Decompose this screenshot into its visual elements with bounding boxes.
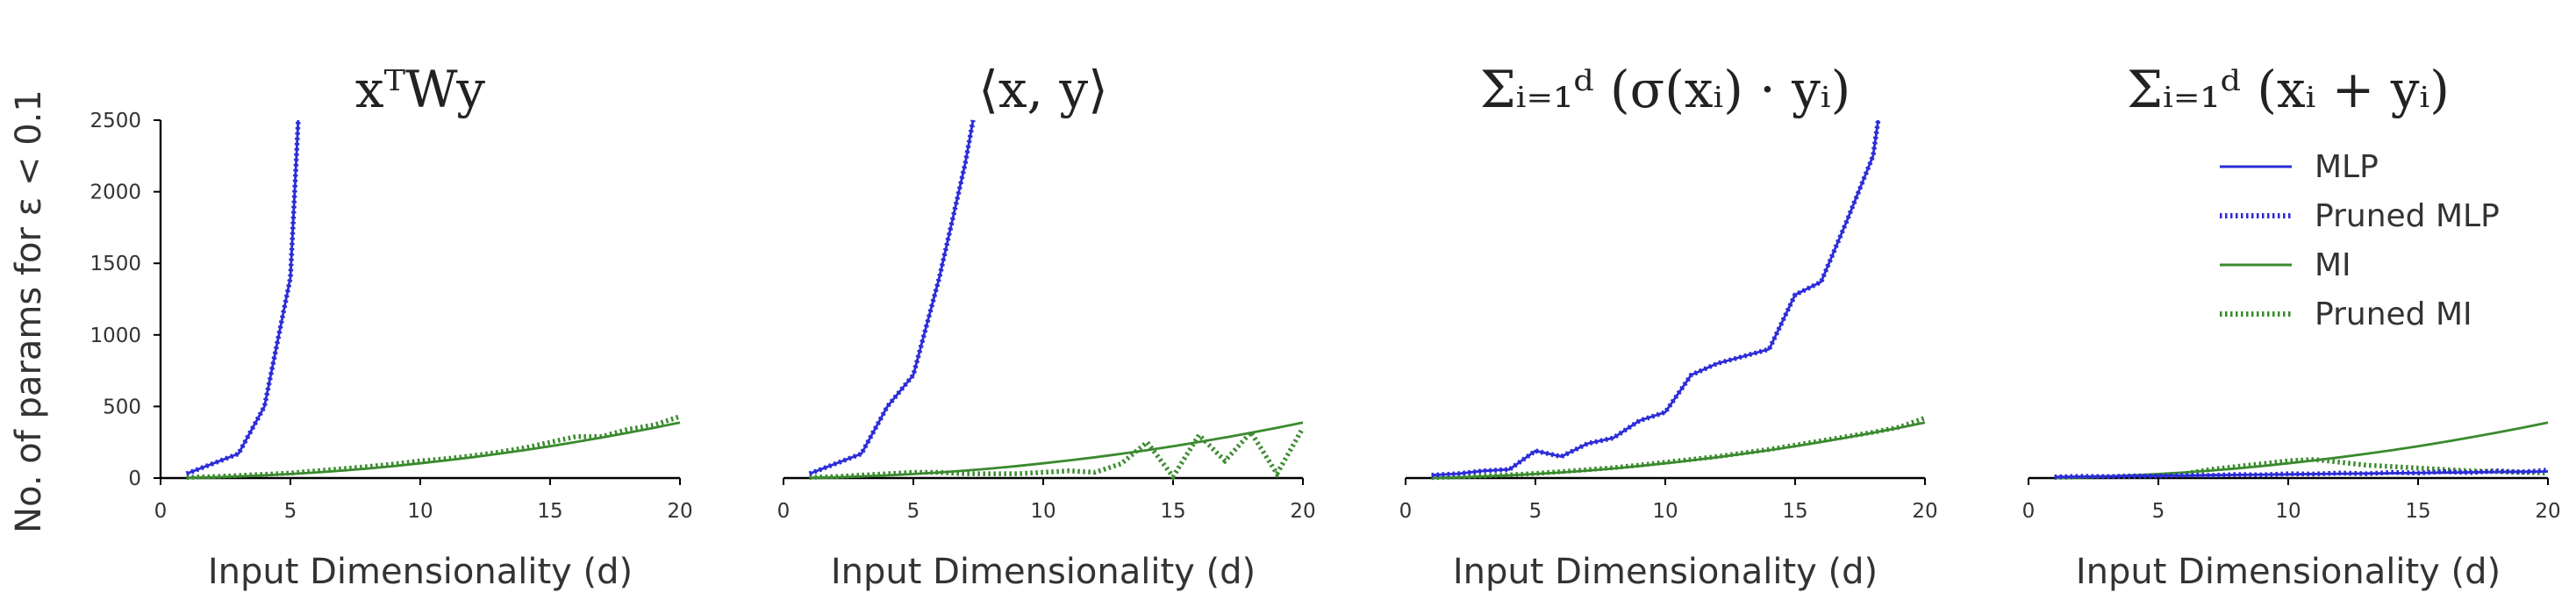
x-tick-label: 15 — [537, 500, 562, 523]
panel-2: ⟨x, y⟩ 0 5 10 15 20 Input Dimensionality (d) — [777, 60, 1316, 592]
y-tick-label: 0 — [128, 468, 141, 490]
panel-3: Σᵢ₌₁ᵈ (σ(xᵢ) · yᵢ) 0 5 10 15 20 Input Dimensio… — [1399, 60, 1938, 592]
y-tick-label: 2000 — [89, 182, 141, 204]
series-pruned-mlp — [808, 119, 976, 476]
series-mlp — [1431, 119, 1880, 477]
x-tick-label: 5 — [907, 500, 920, 523]
x-tick-label: 15 — [1782, 500, 1807, 523]
x-tick-label: 0 — [777, 500, 791, 523]
series-pruned-mlp — [185, 119, 301, 476]
y-tick-label: 1500 — [89, 253, 141, 275]
panel-title: ⟨x, y⟩ — [978, 60, 1108, 119]
panel-1: xᵀWy 0 5 10 15 20 0 500 1000 1500 2000 2500 Input Di… — [89, 60, 692, 592]
x-tick-label: 0 — [154, 500, 168, 523]
series-mi — [809, 421, 1304, 480]
x-tick-label: 5 — [2152, 500, 2165, 523]
x-axis-label: Input Dimensionality (d) — [2076, 552, 2501, 592]
legend-label: Pruned MLP — [2315, 198, 2500, 234]
legend-label: MI — [2315, 247, 2351, 283]
series-pruned-mi — [186, 414, 681, 480]
x-tick-label: 10 — [2275, 500, 2301, 523]
legend-label: Pruned MI — [2315, 296, 2472, 332]
y-tick-label: 500 — [103, 396, 141, 418]
series-pruned-mi — [809, 426, 1306, 482]
x-tick-label: 20 — [2535, 500, 2560, 523]
x-tick-label: 15 — [1160, 500, 1185, 523]
legend: MLP Pruned MLP MI Pruned MI — [2220, 149, 2500, 332]
panel-title: Σᵢ₌₁ᵈ (xᵢ + yᵢ) — [2127, 60, 2450, 119]
series-mi — [1431, 421, 1926, 480]
x-tick-label: 5 — [1529, 500, 1542, 523]
panel-title: Σᵢ₌₁ᵈ (σ(xᵢ) · yᵢ) — [1480, 60, 1850, 119]
series-pruned-mlp — [2054, 468, 2549, 480]
series-mlp — [186, 119, 300, 475]
y-tick-label: 2500 — [89, 110, 141, 132]
x-tick-label: 10 — [407, 500, 433, 523]
y-axis-label: No. of params for ε < 0.1 — [9, 89, 49, 533]
panel-title: xᵀWy — [355, 60, 485, 119]
y-tick-label: 1000 — [89, 325, 141, 347]
x-tick-label: 10 — [1030, 500, 1055, 523]
x-tick-label: 20 — [1290, 500, 1315, 523]
panel-4: Σᵢ₌₁ᵈ (xᵢ + yᵢ) 0 5 10 15 20 Input Dimensional… — [2022, 60, 2561, 592]
x-tick-label: 0 — [1399, 500, 1413, 523]
series-mi — [186, 421, 681, 480]
series-mi — [2054, 421, 2549, 480]
x-tick-label: 20 — [1912, 500, 1937, 523]
legend-label: MLP — [2315, 149, 2379, 185]
series-mlp — [809, 119, 975, 475]
x-tick-label: 20 — [667, 500, 692, 523]
x-axis-label: Input Dimensionality (d) — [208, 552, 633, 592]
series-pruned-mlp — [1431, 119, 1881, 478]
x-tick-label: 0 — [2022, 500, 2036, 523]
x-axis-label: Input Dimensionality (d) — [1453, 552, 1878, 592]
x-axis-label: Input Dimensionality (d) — [831, 552, 1256, 592]
x-tick-label: 10 — [1652, 500, 1678, 523]
x-tick-label: 5 — [284, 500, 297, 523]
x-tick-label: 15 — [2405, 500, 2430, 523]
